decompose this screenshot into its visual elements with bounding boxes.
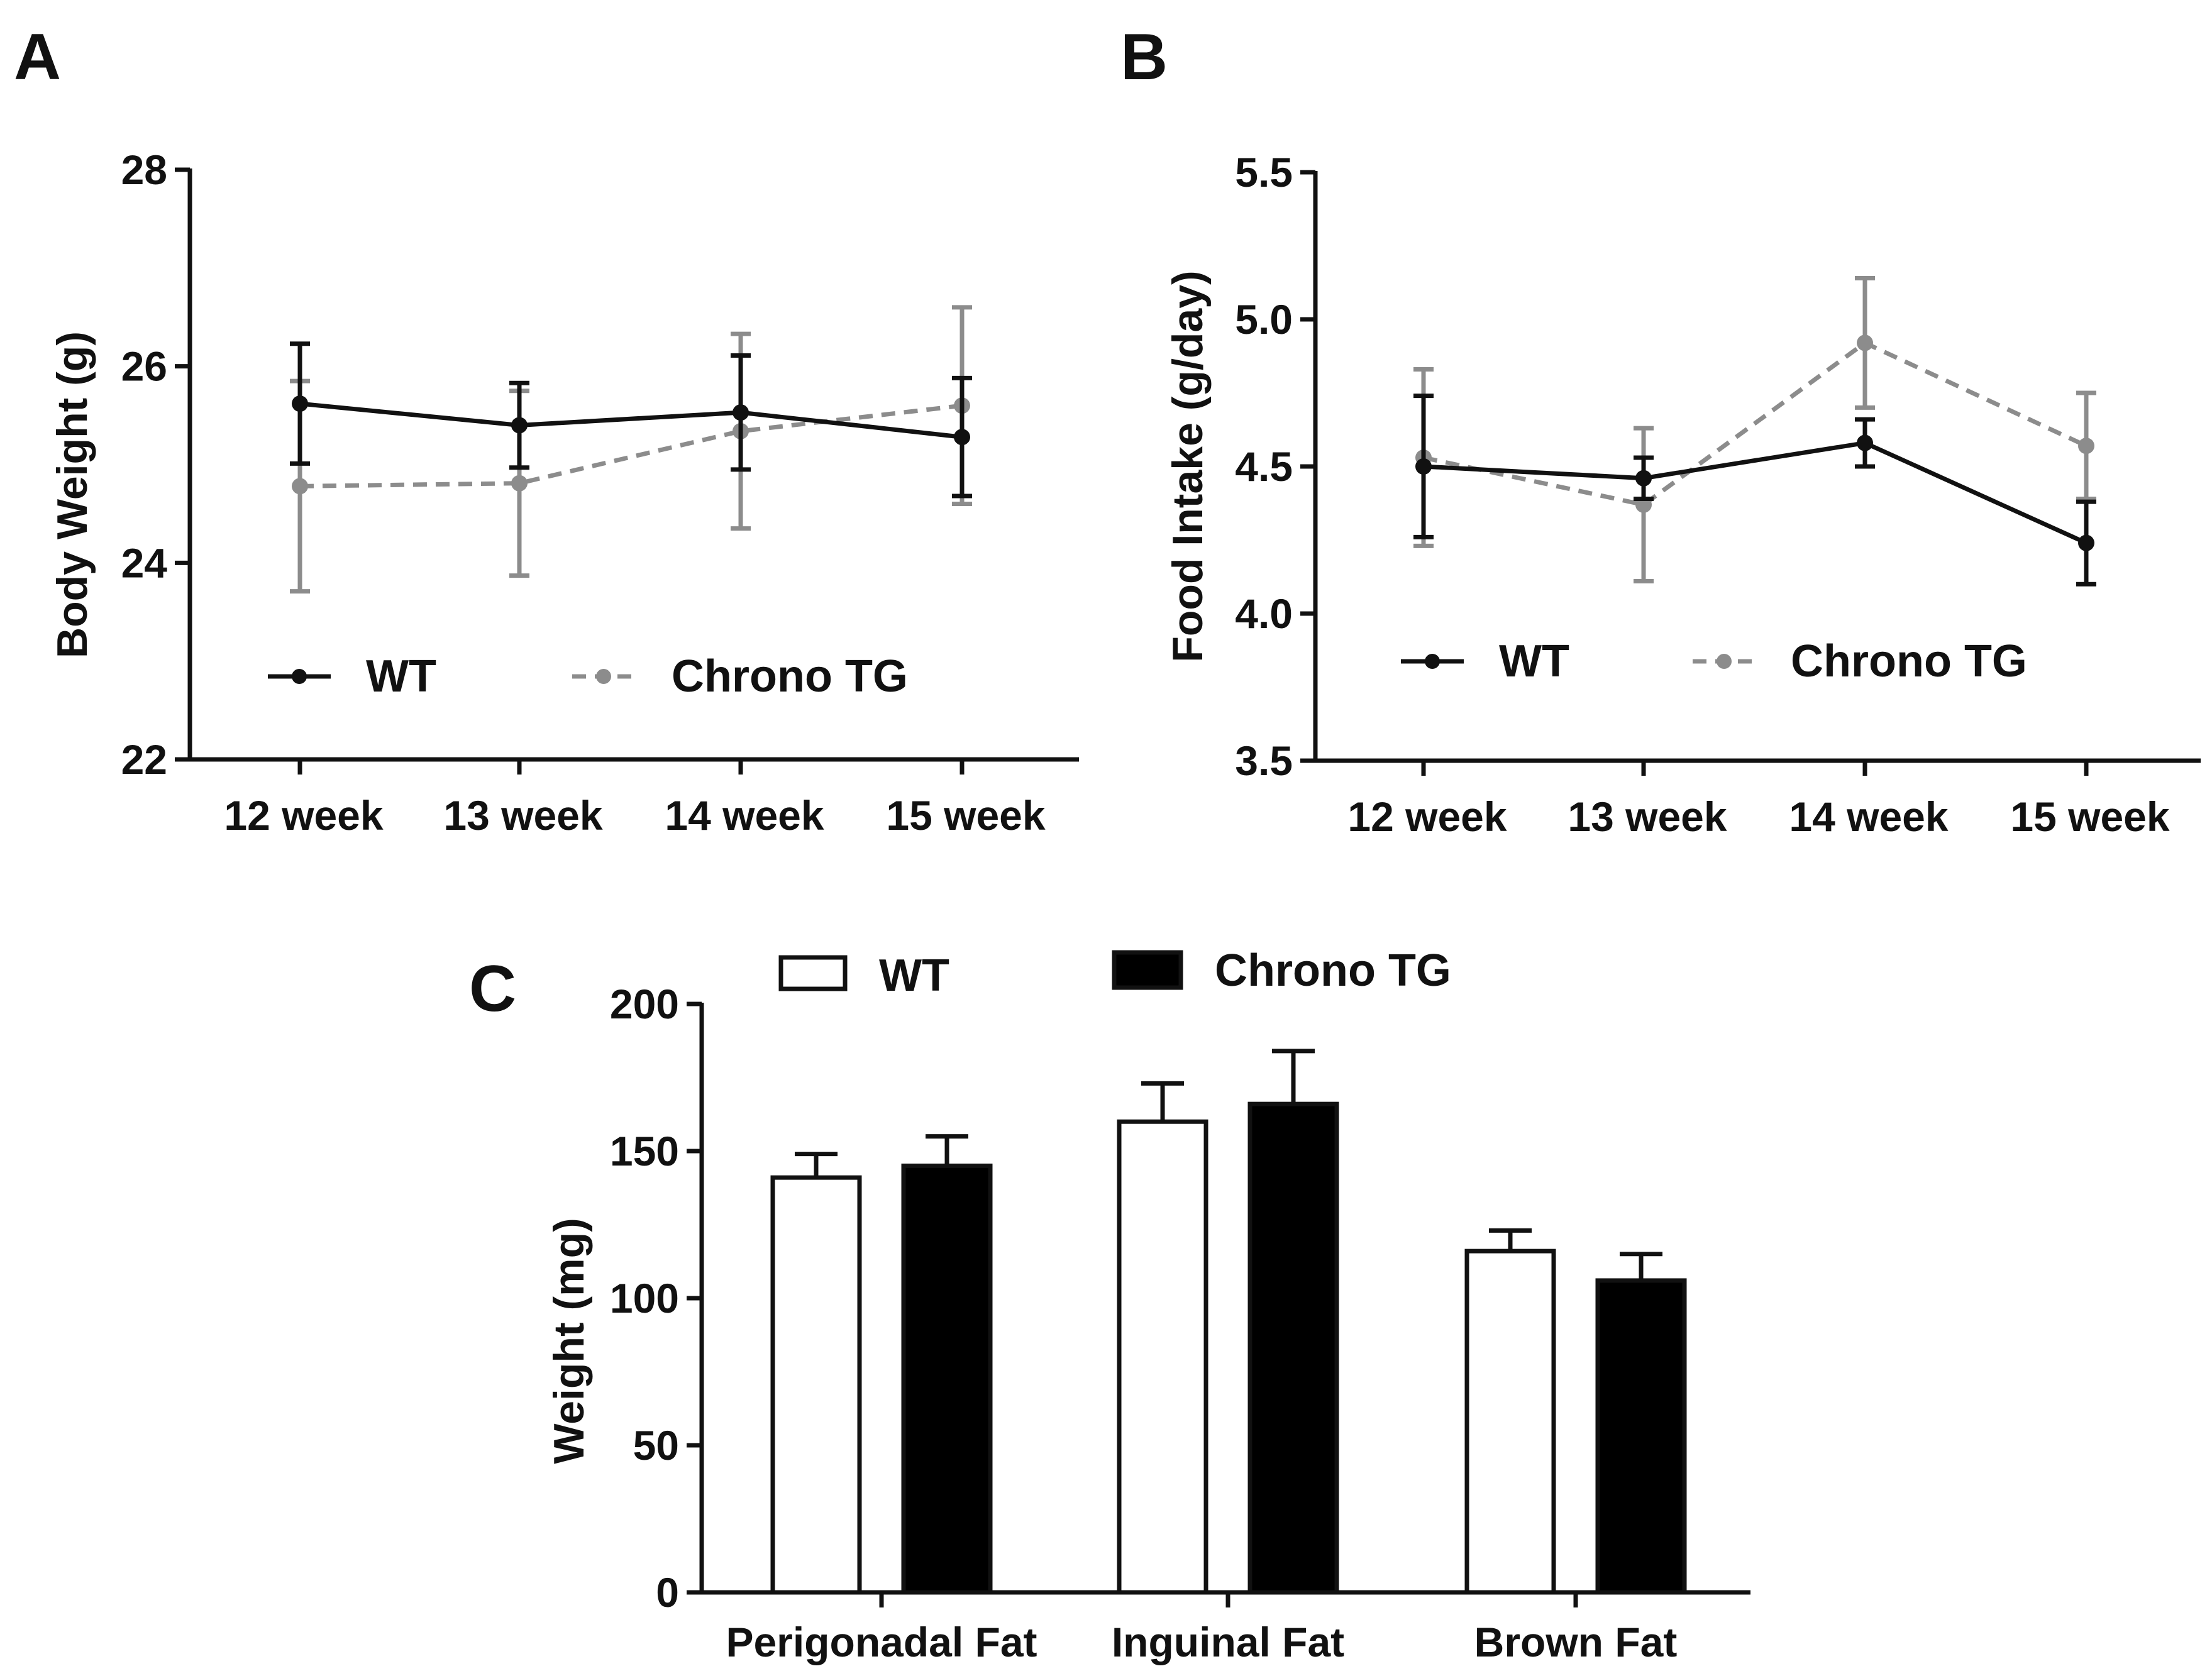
panel-b-legend: WT Chrono TG [1401,636,2027,686]
a-x-tick-label: 12 week [224,792,383,839]
a-y-tick-label: 26 [121,343,167,390]
b-wt-point [1857,434,1873,451]
panel-a-legend-tg-marker [596,669,611,684]
b-y-tick-label: 3.5 [1235,737,1293,784]
a-series-tg [290,305,972,594]
c-wt-bar [770,1175,862,1595]
c-y-tick-label: 150 [610,1128,679,1174]
b-tg-line [1423,340,2088,507]
c-tg-bar [1247,1101,1339,1595]
panel-b-y-axis-title: Food Intake (g/day) [1164,270,1212,662]
panel-b: B 3.5 4.0 4.5 5.0 5.5 12 week 13 week 14 week 1… [1120,21,2201,840]
a-wt-point [511,417,528,434]
a-tg-point [511,475,528,492]
panel-b-legend-tg-marker [1717,654,1732,669]
c-series-tg [901,1049,1687,1595]
c-x-tick-label: Perigonadal Fat [726,1619,1037,1665]
c-y-tick-label: 100 [610,1275,679,1321]
panel-c: C 0 50 100 150 200 Perigonadal Fat Inguinal F… [469,946,1750,1665]
b-y-tick-label: 5.0 [1235,296,1293,343]
b-wt-point [1635,470,1652,487]
c-wt-bar [1117,1119,1208,1595]
b-tg-point [2078,438,2094,455]
panel-c-legend-wt-label: WT [879,951,949,1001]
a-x-tick-label: 14 week [665,792,824,839]
panel-a-letter: A [14,21,61,94]
a-y-tick-label: 22 [121,736,167,783]
b-x-tick-label: 12 week [1347,793,1507,840]
a-y-tick-label: 28 [121,146,167,193]
panel-a-legend-tg-label: Chrono TG [672,651,908,702]
b-y-tick-label: 4.0 [1235,590,1293,637]
panel-b-legend-tg-label: Chrono TG [1791,636,2027,686]
b-series-tg [1413,275,2096,584]
panel-c-y-axis-title: Weight (mg) [545,1218,593,1464]
b-y-tick-label: 4.5 [1235,443,1293,490]
panel-a-legend-wt-label: WT [366,651,436,702]
a-x-tick-label: 13 week [443,792,602,839]
a-wt-point [733,404,749,421]
a-wt-point [954,429,970,446]
b-wt-point [2078,534,2094,551]
b-x-tick-label: 15 week [2010,793,2169,840]
b-series-wt [1413,394,2096,587]
c-x-tick-label: Brown Fat [1474,1619,1678,1665]
panel-b-letter: B [1120,21,1168,94]
b-wt-point [1415,458,1432,475]
c-y-tick-label: 200 [610,981,679,1027]
panel-a-y-axis-title: Body Weight (g) [48,331,96,658]
panel-a-legend-wt-marker [292,669,307,684]
panel-b-legend-wt-label: WT [1499,636,1569,686]
panel-c-legend-wt-swatch [778,955,848,991]
b-wt-line [1423,440,2088,545]
b-y-tick-label: 5.5 [1235,149,1293,196]
a-wt-line [299,401,963,439]
panel-c-legend-tg-swatch [1112,950,1183,990]
a-wt-point [292,395,308,412]
a-tg-point [292,478,308,495]
a-x-tick-label: 15 week [886,792,1045,839]
panel-c-legend: WT Chrono TG [778,946,1451,1001]
c-y-tick-label: 0 [656,1569,679,1616]
a-y-tick-label: 24 [121,539,168,586]
panel-c-legend-tg-label: Chrono TG [1215,946,1451,996]
b-x-tick-label: 13 week [1568,793,1727,840]
b-x-tick-label: 14 week [1789,793,1948,840]
panel-b-legend-wt-marker [1425,654,1440,669]
c-wt-bar [1464,1249,1556,1595]
c-tg-bar [1595,1278,1687,1595]
a-series-wt [290,341,972,499]
b-tg-point [1857,334,1873,351]
c-x-tick-label: Inguinal Fat [1112,1619,1344,1665]
panel-c-letter: C [469,952,516,1025]
panel-a-legend: WT Chrono TG [268,651,908,702]
c-tg-bar [901,1163,993,1595]
c-series-wt [770,1081,1556,1595]
c-y-tick-label: 50 [633,1422,679,1469]
